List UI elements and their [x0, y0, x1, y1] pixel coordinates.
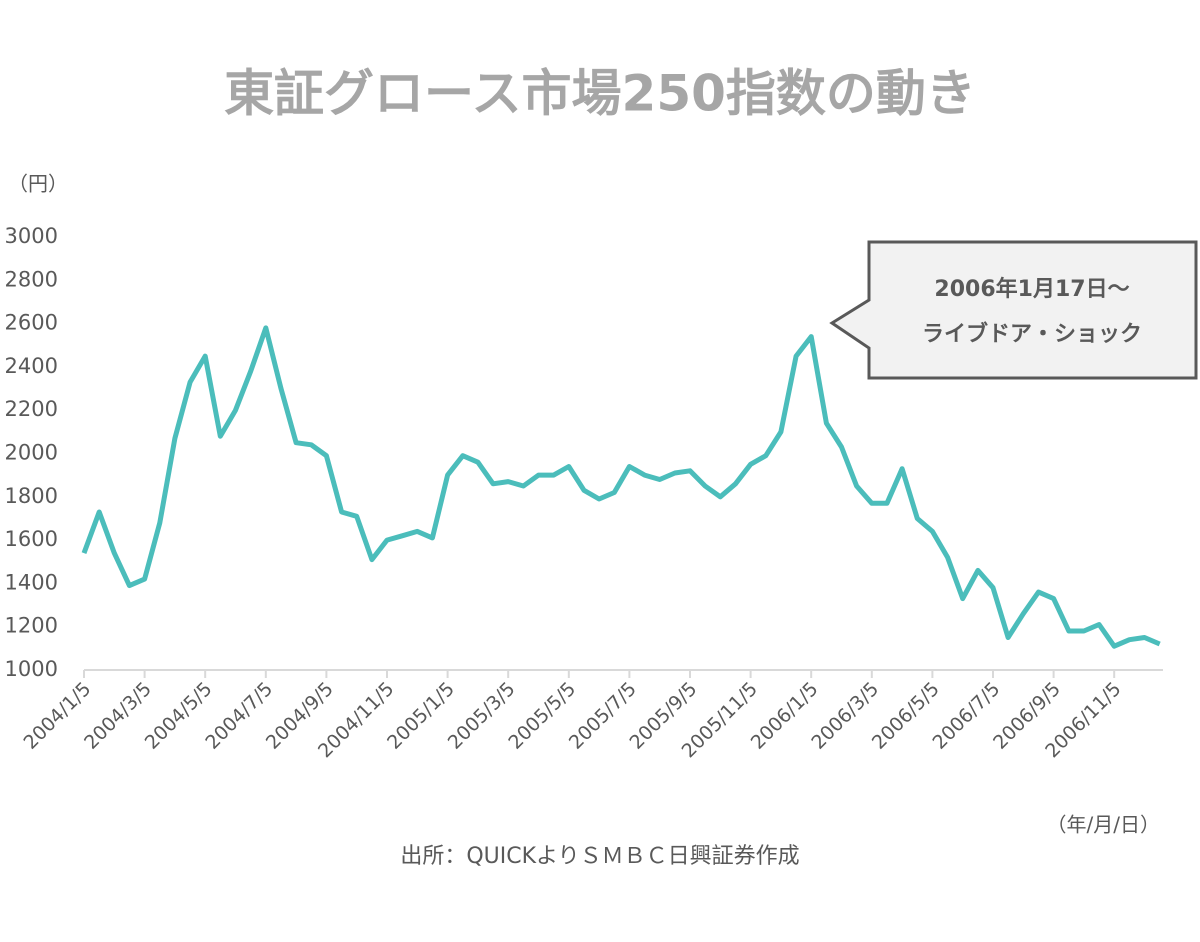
source: 出所：QUICKよりＳＭＢＣ日興証券作成	[400, 844, 799, 869]
y-tick-label: 3000	[5, 224, 58, 248]
y-tick-label: 1400	[5, 570, 58, 594]
chart-title: 東証グロース市場250指数の動き	[224, 65, 976, 123]
y-tick-label: 1600	[5, 527, 58, 551]
y-tick-label: 2200	[5, 397, 58, 421]
y-tick-label: 1200	[5, 614, 58, 638]
y-tick-label: 1000	[5, 657, 58, 681]
callout-text: ライブドア・ショック	[922, 321, 1142, 347]
y-tick-label: 1800	[5, 484, 58, 508]
data-line	[81, 325, 1161, 649]
y-tick-label: 2600	[5, 311, 58, 335]
callout-box	[829, 240, 1198, 380]
y-tick-label: 2400	[5, 354, 58, 378]
y-tick-label: 2000	[5, 441, 58, 465]
y-unit: （円）	[8, 172, 68, 196]
y-tick-label: 2800	[5, 267, 58, 291]
x-unit: （年/月/日）	[1047, 813, 1160, 837]
callout-text: 2006年1月17日～	[934, 276, 1129, 302]
